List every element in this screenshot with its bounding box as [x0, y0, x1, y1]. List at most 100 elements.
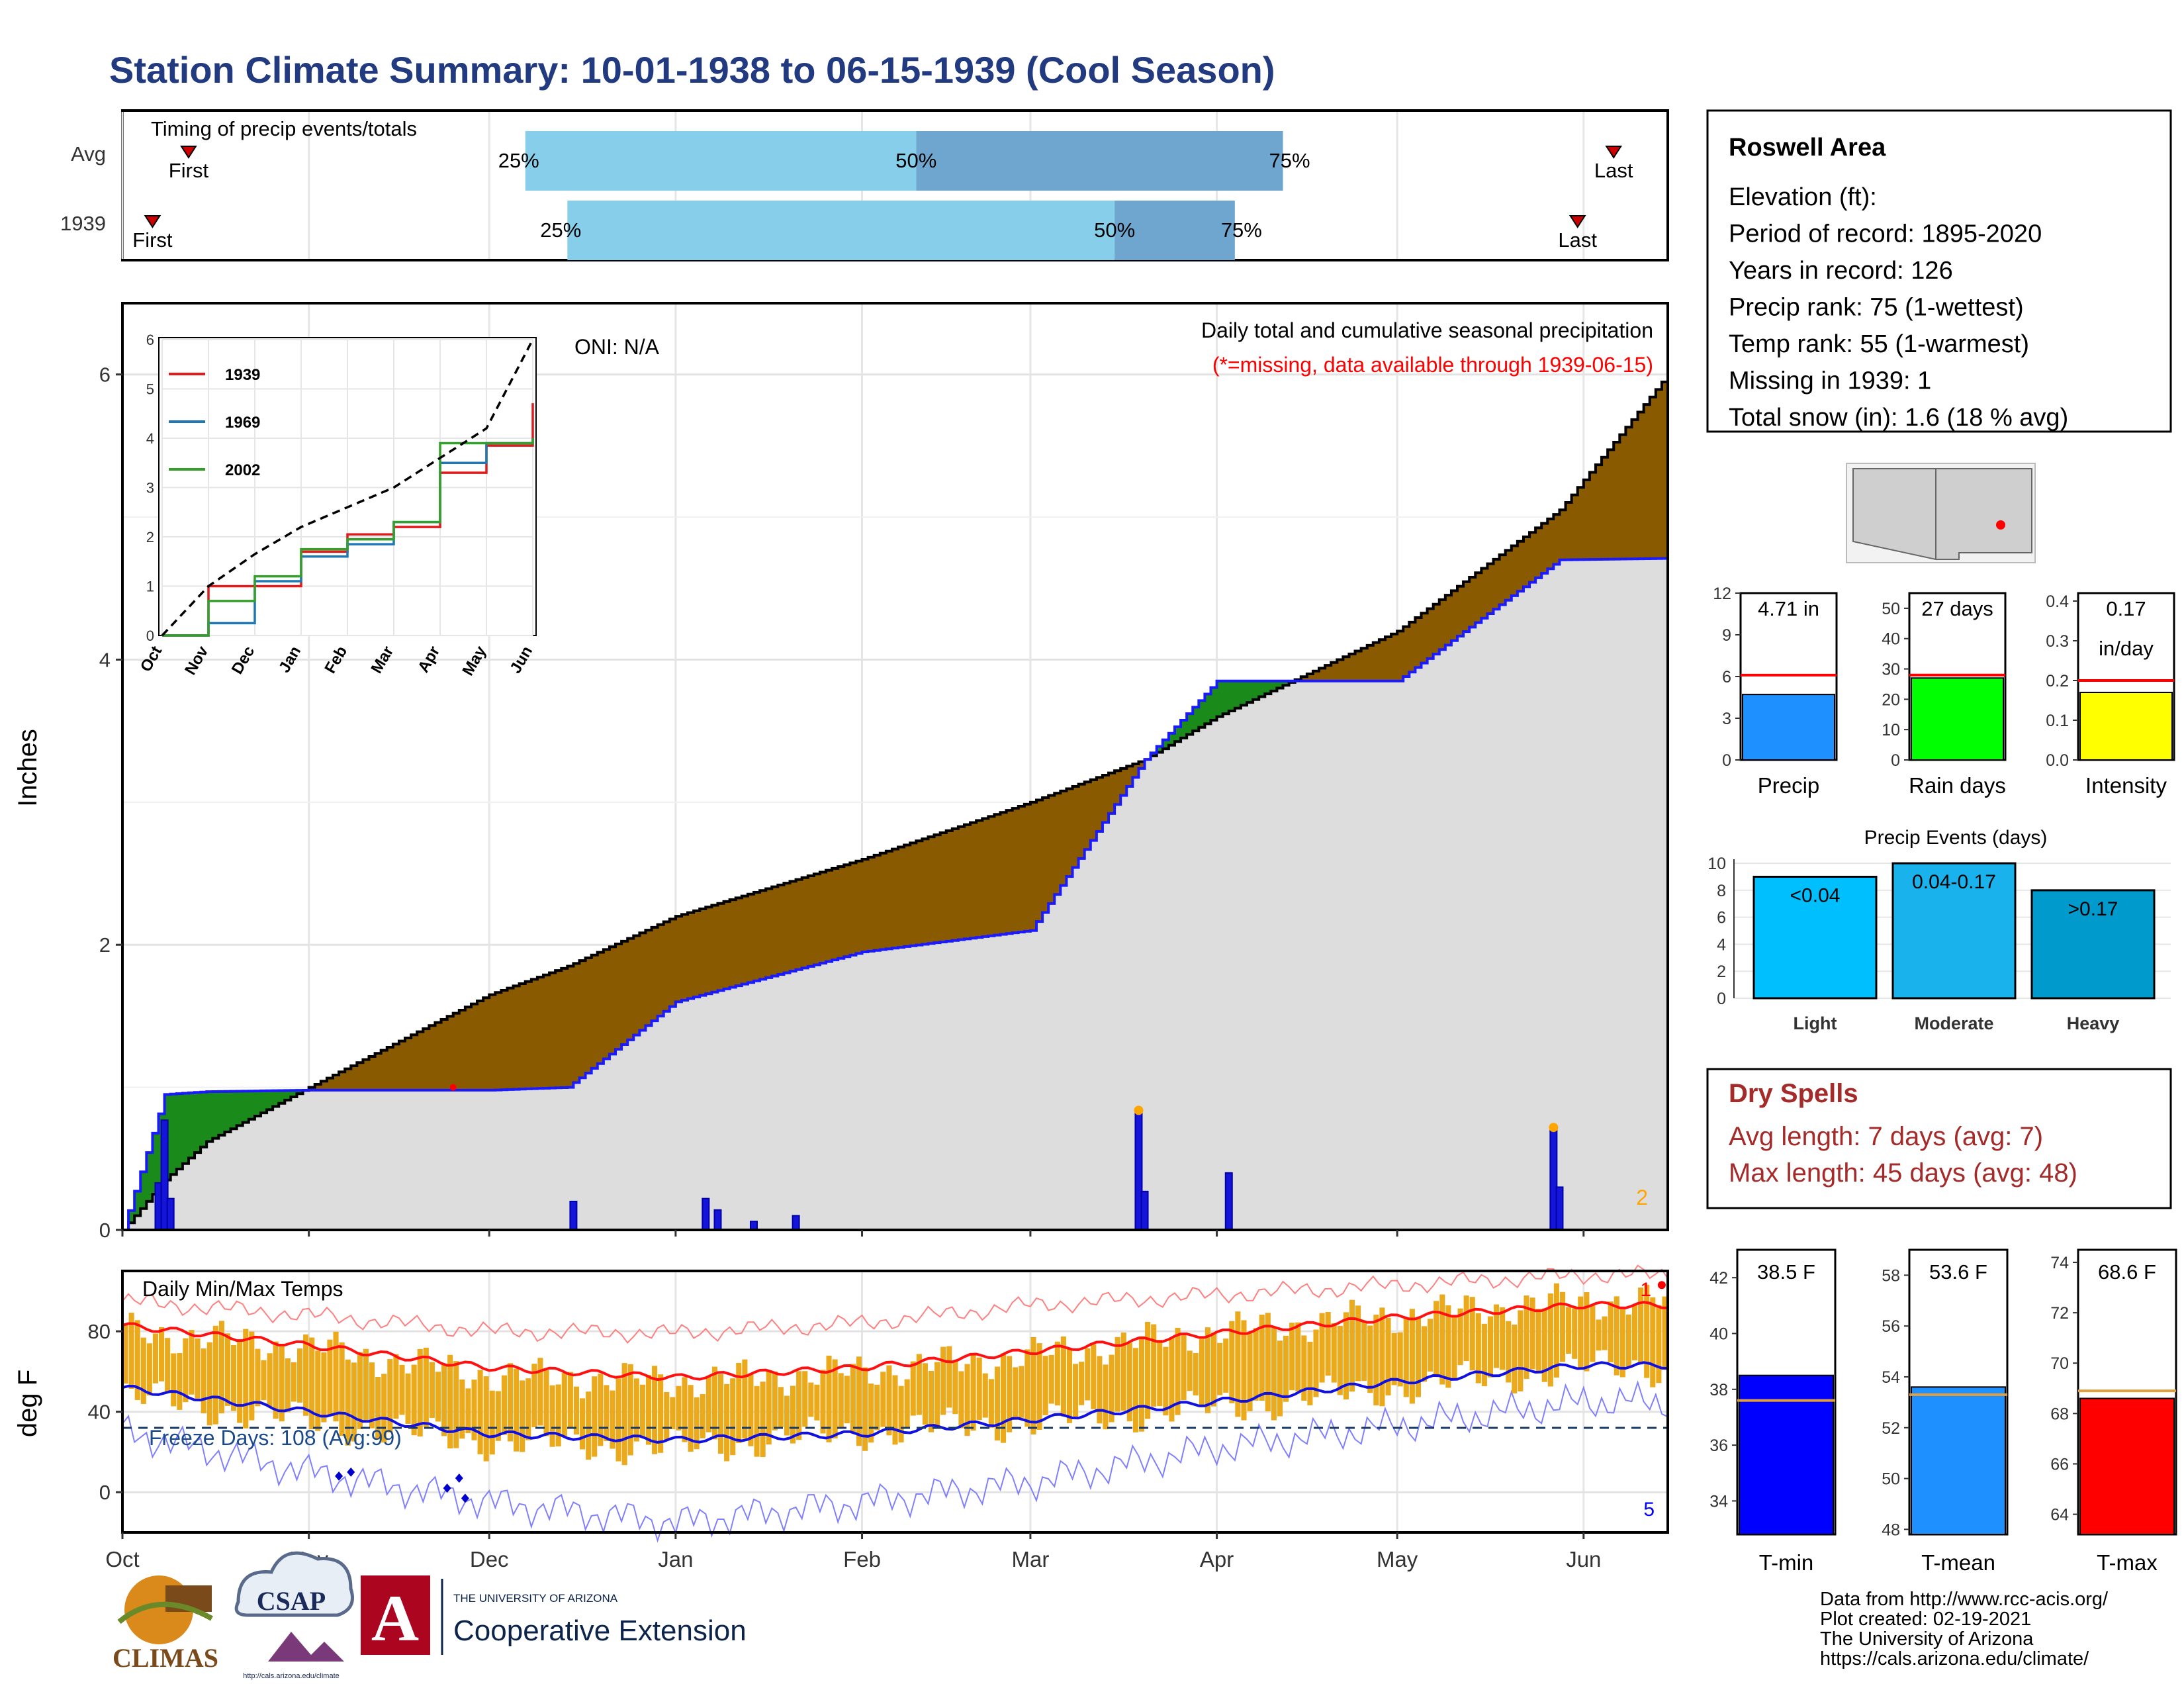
daily-temp-bar [922, 1363, 928, 1425]
timing-panel: 25% 50% 75% First Last 25% 50% 75% First Last Tim… [60, 109, 1669, 261]
avg-max-line [122, 1301, 1668, 1382]
daily-temp-bar [1157, 1340, 1163, 1407]
daily-temp-bar [1662, 1296, 1668, 1370]
daily-temp-bar [483, 1376, 489, 1462]
csap-cloud-icon [234, 1551, 354, 1617]
daily-temp-bar [1512, 1325, 1518, 1393]
daily-temp-bar [447, 1354, 453, 1449]
daily-temp-bar [1572, 1308, 1578, 1359]
daily-temp-bar [1217, 1342, 1223, 1395]
precip-cumulative-area [122, 374, 1669, 1231]
credits: Data from http://www.rcc-acis.org/ Plot … [1820, 1589, 2109, 1669]
daily-temp-bar [1048, 1354, 1054, 1404]
daily-temp-bar [549, 1385, 555, 1447]
climas-logo[interactable]: CLIMAS [113, 1575, 218, 1673]
daily-temp-bar [1481, 1323, 1487, 1387]
csap-logo[interactable]: CSAP http://cals.arizona.edu/climate [234, 1551, 354, 1680]
daily-temp-bar [705, 1376, 711, 1432]
temp-bar-charts: 34 36 38 40 42 38.5 F T-min 48 50 52 54 56 58 53.6 F T… [1709, 1248, 2177, 1575]
temp-bar-t-max-tick-label: 68 [2050, 1405, 2069, 1423]
temp-y-axis-label: deg F [13, 1370, 42, 1437]
daily-temp-bar [267, 1353, 273, 1407]
daily-temp-bar [1271, 1327, 1277, 1421]
daily-temp-bar [1313, 1329, 1319, 1397]
temp-label: Daily Min/Max Temps [142, 1277, 343, 1301]
daily-temp-bar [561, 1373, 567, 1436]
daily-temp-bar [1163, 1346, 1169, 1416]
daily-temp-bar [880, 1372, 886, 1427]
daily-precip-bar [1555, 1186, 1564, 1231]
daily-temp-bar [212, 1325, 218, 1425]
daily-temp-bar [206, 1342, 212, 1426]
daily-temp-bar [639, 1384, 645, 1437]
daily-temp-bar [152, 1333, 159, 1383]
daily-temp-bar [711, 1366, 717, 1440]
daily-precip-bar [792, 1215, 800, 1231]
timing-bar-lower [525, 131, 917, 191]
ua-block-icon [361, 1575, 430, 1655]
daily-temp-bar [1337, 1325, 1343, 1395]
daily-temp-bar [520, 1380, 525, 1452]
ua-logo[interactable]: A THE UNIVERSITY OF ARIZONA Cooperative … [361, 1575, 747, 1655]
temp-bar-t-mean-tick-label: 52 [1882, 1419, 1900, 1438]
daily-temp-bar [898, 1385, 904, 1443]
daily-temp-bar [1619, 1307, 1625, 1378]
inset-legend-label: 2002 [225, 461, 260, 479]
temp-x-tick-label: Oct [105, 1547, 139, 1571]
daily-temp-bar [1253, 1328, 1259, 1401]
daily-temp-bar [1199, 1338, 1205, 1408]
temp-x-tick-label: Apr [1200, 1547, 1234, 1571]
daily-temp-bar [1439, 1294, 1445, 1385]
info-line: Period of record: 1895-2020 [1729, 220, 2042, 248]
timing-bars: 25% 50% 75% First Last 25% 50% 75% First Last [132, 131, 1633, 260]
mini-bar-precip-tick-label: 3 [1722, 710, 1731, 728]
daily-temp-bar [717, 1374, 724, 1454]
daily-temp-bar [1463, 1295, 1469, 1362]
dry-title: Dry Spells [1729, 1079, 1858, 1108]
temp-bar-t-max-tick-label: 74 [2050, 1254, 2069, 1272]
daily-temp-bar [189, 1330, 195, 1395]
daily-temp-bar [604, 1385, 610, 1442]
temp-bar-t-max-tick-label: 72 [2050, 1304, 2069, 1323]
daily-temp-bar [375, 1376, 381, 1440]
daily-temp-bar [1115, 1336, 1120, 1412]
temp-y-tick-label: 40 [88, 1401, 111, 1424]
record-max-line [122, 1264, 1668, 1344]
precip-y-tick-label: 4 [99, 648, 111, 671]
daily-temp-bar [724, 1383, 730, 1462]
timing-p50-label: 50% [895, 149, 936, 172]
daily-temp-bar [1079, 1362, 1085, 1405]
ua-small-text: THE UNIVERSITY OF ARIZONA [453, 1592, 618, 1605]
daily-temp-bar [291, 1362, 296, 1402]
daily-temp-bar [237, 1340, 243, 1423]
daily-temp-bar [1596, 1319, 1602, 1351]
daily-temp-bar [1500, 1307, 1506, 1370]
daily-temp-bar [165, 1338, 171, 1393]
events-tick-label: 4 [1717, 935, 1726, 954]
climas-arc-icon [117, 1601, 213, 1624]
events-plot: 0 2 4 6 8 10 <0.04 Light 0.04-0.17 Moderate >0.17 H… [1707, 855, 2171, 1033]
daily-temp-bar [1229, 1321, 1235, 1403]
daily-temp-bar [1506, 1321, 1512, 1383]
daily-temp-bar [224, 1333, 231, 1406]
daily-temp-bar [1295, 1322, 1301, 1391]
credit-line-1: Data from http://www.rcc-acis.org/ [1820, 1589, 2109, 1610]
events-bar-label: >0.17 [2068, 898, 2118, 920]
daily-temp-bar [670, 1397, 676, 1429]
daily-temp-bar [1494, 1304, 1500, 1368]
location-map [1846, 463, 2036, 563]
mini-bar-rain-days-bar [1911, 677, 2004, 761]
record-marker [1134, 1105, 1144, 1115]
precip-caption: Daily total and cumulative seasonal prec… [1201, 318, 1653, 342]
timing-bar-upper [1115, 201, 1235, 260]
mini-bar-precip-tick-label: 0 [1722, 751, 1731, 770]
daily-temp-bar [1054, 1341, 1060, 1406]
daily-temp-bar [423, 1347, 429, 1427]
credit-line-2: Plot created: 02-19-2021 [1820, 1609, 2031, 1630]
daily-temp-bar [850, 1364, 856, 1432]
daily-temp-bar [1584, 1292, 1590, 1372]
daily-temp-bar [140, 1337, 146, 1404]
mini-bar-rain-days-name: Rain days [1909, 773, 2006, 798]
inset-y-tick-label: 5 [146, 381, 154, 398]
